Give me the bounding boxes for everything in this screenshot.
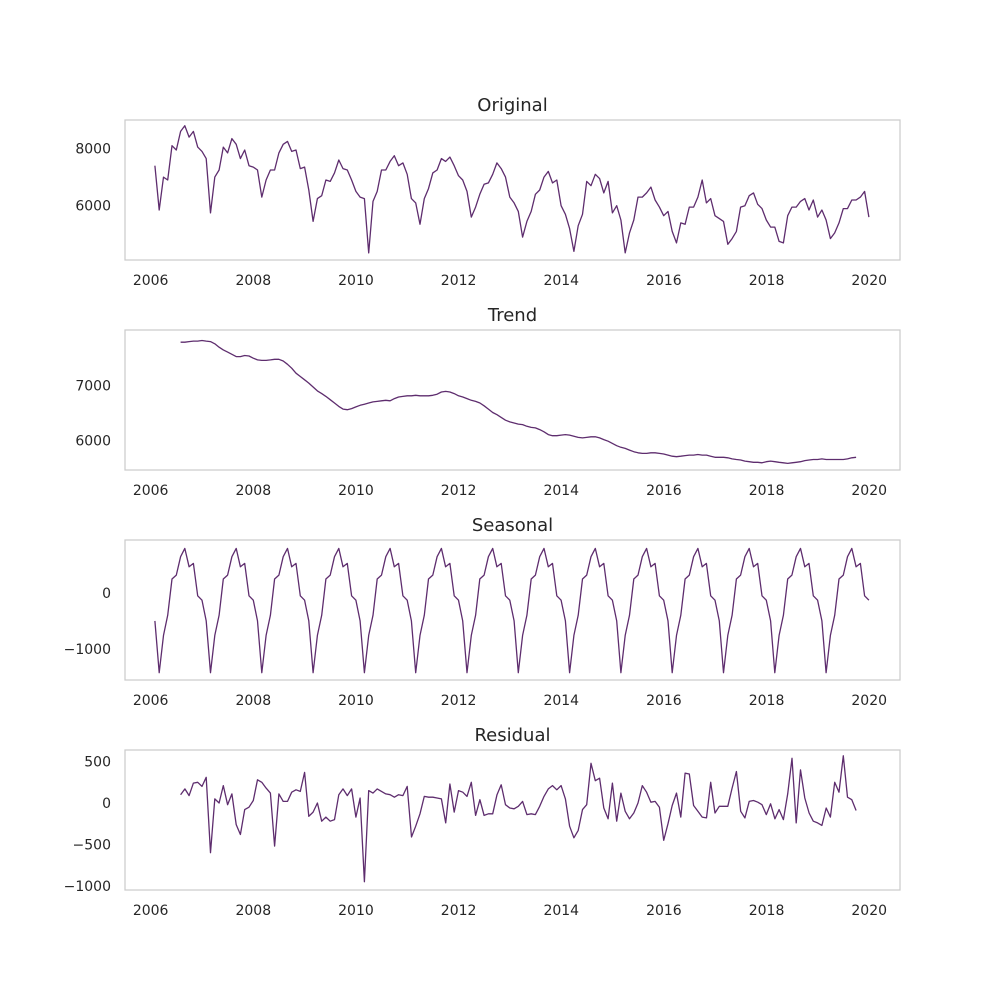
trend-x-tick-label: 2006 xyxy=(133,483,169,499)
seasonal-y-tick-label: −1000 xyxy=(64,642,111,658)
residual-y-tick-label: 500 xyxy=(84,755,111,771)
trend-x-tick-label: 2016 xyxy=(646,483,682,499)
original-x-tick-label: 2006 xyxy=(133,273,169,289)
original-y-tick-label: 8000 xyxy=(75,142,111,158)
seasonal-x-tick-label: 2006 xyxy=(133,693,169,709)
trend-x-tick-label: 2008 xyxy=(235,483,271,499)
trend-y-tick-label: 7000 xyxy=(75,378,111,394)
trend-x-tick-label: 2014 xyxy=(543,483,579,499)
residual-x-tick-label: 2008 xyxy=(235,903,271,919)
residual-y-tick-label: −500 xyxy=(73,837,111,853)
trend-y-tick-label: 6000 xyxy=(75,434,111,450)
residual-panel: Residual 2006 2008 2010 2012 2014 2016 2018 2020… xyxy=(64,725,901,919)
trend-frame xyxy=(124,329,901,471)
seasonal-x-tick-label: 2018 xyxy=(749,693,785,709)
residual-x-tick-label: 2020 xyxy=(851,903,887,919)
original-x-tick-label: 2012 xyxy=(441,273,477,289)
residual-y-tick-label: −1000 xyxy=(64,879,111,895)
residual-frame xyxy=(124,749,901,891)
seasonal-frame xyxy=(124,539,901,681)
trend-series-line xyxy=(180,339,857,465)
residual-y-tick-label: 0 xyxy=(102,796,111,812)
trend-x-tick-label: 2012 xyxy=(441,483,477,499)
residual-x-tick-label: 2006 xyxy=(133,903,169,919)
residual-title: Residual xyxy=(474,725,550,746)
seasonal-x-tick-label: 2020 xyxy=(851,693,887,709)
original-x-tick-label: 2010 xyxy=(338,273,374,289)
residual-x-tick-label: 2018 xyxy=(749,903,785,919)
original-x-tick-label: 2008 xyxy=(235,273,271,289)
original-series-line xyxy=(154,125,870,254)
trend-title: Trend xyxy=(487,305,537,326)
residual-x-tick-label: 2016 xyxy=(646,903,682,919)
original-x-tick-label: 2016 xyxy=(646,273,682,289)
trend-x-tick-label: 2020 xyxy=(851,483,887,499)
original-panel: Original 2006 2008 2010 2012 2014 2016 2018 2020… xyxy=(75,95,901,289)
trend-panel: Trend 2006 2008 2010 2012 2014 2016 2018 2020 600… xyxy=(75,305,901,499)
seasonal-x-tick-label: 2012 xyxy=(441,693,477,709)
seasonal-y-tick-label: 0 xyxy=(102,586,111,602)
seasonal-series-line xyxy=(154,547,870,674)
trend-x-tick-label: 2010 xyxy=(338,483,374,499)
residual-series-line xyxy=(180,755,857,883)
original-x-tick-label: 2014 xyxy=(543,273,579,289)
seasonal-panel: Seasonal 2006 2008 2010 2012 2014 2016 2018 2020… xyxy=(64,515,901,709)
seasonal-x-tick-label: 2014 xyxy=(543,693,579,709)
chart-panels: Original 2006 2008 2010 2012 2014 2016 2018 2020… xyxy=(64,95,901,919)
seasonal-x-tick-label: 2016 xyxy=(646,693,682,709)
original-title: Original xyxy=(477,95,547,116)
original-y-tick-label: 6000 xyxy=(75,199,111,215)
seasonal-x-tick-label: 2008 xyxy=(235,693,271,709)
original-frame xyxy=(124,119,901,261)
seasonal-x-tick-label: 2010 xyxy=(338,693,374,709)
residual-x-tick-label: 2010 xyxy=(338,903,374,919)
residual-x-tick-label: 2014 xyxy=(543,903,579,919)
seasonal-title: Seasonal xyxy=(472,515,553,536)
trend-x-tick-label: 2018 xyxy=(749,483,785,499)
residual-x-tick-label: 2012 xyxy=(441,903,477,919)
original-x-tick-label: 2020 xyxy=(851,273,887,289)
original-x-tick-label: 2018 xyxy=(749,273,785,289)
